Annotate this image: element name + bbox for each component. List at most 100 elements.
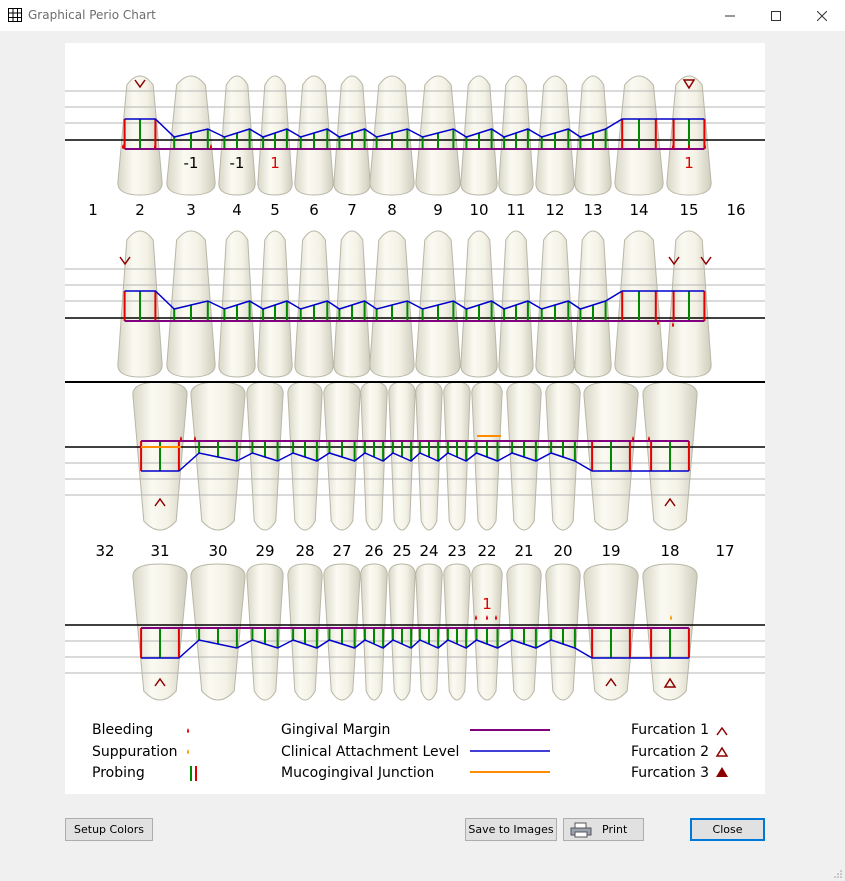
tooth-number-lower: 23	[447, 542, 466, 560]
furcation-1-mark	[605, 677, 617, 687]
furcation-1-mark	[154, 677, 166, 687]
setup-colors-button[interactable]: Setup Colors	[65, 818, 153, 841]
tooth-number-lower: 20	[553, 542, 572, 560]
legend-bleeding-label: Bleeding	[92, 722, 154, 738]
bleeding-drop	[672, 322, 674, 327]
print-button[interactable]: Print	[563, 818, 644, 841]
tooth-number-lower: 19	[601, 542, 620, 560]
tooth-number-lower: 30	[208, 542, 227, 560]
printer-icon	[570, 822, 592, 837]
close-button[interactable]: Close	[690, 818, 765, 841]
furcation-2-mark	[682, 79, 696, 90]
tooth-7	[333, 230, 371, 378]
tooth-6	[294, 230, 334, 378]
bleeding-drop	[495, 615, 497, 620]
tooth-11	[498, 230, 534, 378]
bleeding-drop	[154, 144, 156, 149]
window-title: Graphical Perio Chart	[28, 8, 156, 22]
tooth-4	[218, 230, 256, 378]
tooth-number-lower: 32	[95, 542, 114, 560]
attachment-gain-annotation: -1	[230, 154, 245, 172]
tooth-number-upper: 4	[232, 201, 242, 219]
bleeding-drop	[688, 144, 690, 149]
tooth-number-upper: 12	[545, 201, 564, 219]
bleeding-drop	[210, 144, 212, 149]
tooth-number-upper: 2	[135, 201, 145, 219]
close-icon	[817, 10, 827, 21]
furcation-1-mark	[700, 256, 712, 266]
minimize-button[interactable]	[707, 0, 753, 31]
maximize-icon	[771, 10, 781, 21]
bleeding-drop	[486, 615, 488, 620]
tooth-number-lower: 18	[660, 542, 679, 560]
legend-suppuration-label: Suppuration	[92, 744, 178, 760]
tooth-10	[460, 230, 498, 378]
tooth-8	[369, 230, 415, 378]
maximize-button[interactable]	[753, 0, 799, 31]
close-window-button[interactable]	[799, 0, 845, 31]
suppuration-drop	[670, 615, 672, 620]
legend-furcation1-label: Furcation 1	[631, 722, 710, 738]
tooth-number-lower: 27	[332, 542, 351, 560]
tooth-number-upper: 9	[433, 201, 443, 219]
tooth-number-lower: 25	[392, 542, 411, 560]
tooth-12	[535, 230, 575, 378]
legend-furcation3-label: Furcation 3	[631, 765, 710, 781]
legend-mgj-label: Mucogingival Junction	[281, 765, 435, 781]
tooth-number-lower: 26	[364, 542, 383, 560]
legend-cal-label: Clinical Attachment Level	[281, 744, 460, 760]
tooth-number-upper: 13	[583, 201, 602, 219]
perio-chart[interactable]: 1 2 3 4 5 6 7 8 9 10 11 12 13 14 15 16 32 31 30 29 28 27 26 25 2…	[65, 43, 765, 794]
furcation-1-mark	[664, 497, 676, 507]
clinical-attachment-line	[124, 290, 705, 310]
print-label: Print	[602, 823, 628, 836]
resize-grip-icon[interactable]	[833, 869, 843, 879]
tooth-number-lower: 22	[477, 542, 496, 560]
bleeding-drop	[704, 144, 706, 149]
tooth-number-lower: 17	[715, 542, 734, 560]
bleeding-drop	[194, 436, 196, 441]
tooth-number-upper: 7	[347, 201, 357, 219]
legend-furcation2-label: Furcation 2	[631, 744, 710, 760]
bleeding-drop	[122, 144, 124, 149]
tooth-number-upper: 10	[469, 201, 488, 219]
tooth-number-upper: 11	[506, 201, 525, 219]
bleeding-drop	[475, 615, 477, 620]
tooth-number-lower: 29	[255, 542, 274, 560]
tooth-number-upper: 15	[679, 201, 698, 219]
furcation-2-mark	[663, 677, 677, 688]
tooth-number-lower: 31	[150, 542, 169, 560]
clinical-attachment-line	[124, 118, 705, 138]
tooth-number-upper: 5	[270, 201, 280, 219]
tooth-number-upper: 8	[387, 201, 397, 219]
attachment-gain-annotation: 1	[684, 154, 694, 172]
furcation-1-mark	[134, 79, 146, 89]
tooth-number-upper: 1	[88, 201, 98, 219]
tooth-number-upper: 16	[726, 201, 745, 219]
save-to-images-button[interactable]: Save to Images	[465, 818, 557, 841]
clinical-attachment-line	[141, 639, 689, 659]
tooth-9	[415, 230, 461, 378]
tooth-3	[166, 230, 216, 378]
attachment-gain-annotation: 1	[482, 595, 492, 613]
tooth-number-lower: 21	[514, 542, 533, 560]
tooth-5	[257, 230, 293, 378]
tooth-number-lower: 28	[295, 542, 314, 560]
tooth-number-upper: 6	[309, 201, 319, 219]
legend-gingival-margin-label: Gingival Margin	[281, 722, 391, 738]
furcation-1-mark	[154, 497, 166, 507]
grid-app-icon	[8, 8, 22, 22]
tooth-number-lower: 24	[419, 542, 438, 560]
bleeding-drop	[180, 436, 182, 441]
bleeding-drop	[672, 144, 674, 149]
tooth-13	[574, 230, 612, 378]
minimize-icon	[725, 15, 735, 16]
tooth-number-upper: 3	[186, 201, 196, 219]
attachment-gain-annotation: 1	[270, 154, 280, 172]
furcation-1-mark	[119, 256, 131, 266]
legend-probing-label: Probing	[92, 765, 145, 781]
title-bar: Graphical Perio Chart	[0, 0, 845, 31]
bleeding-drop	[657, 320, 659, 325]
furcation-1-mark	[668, 256, 680, 266]
